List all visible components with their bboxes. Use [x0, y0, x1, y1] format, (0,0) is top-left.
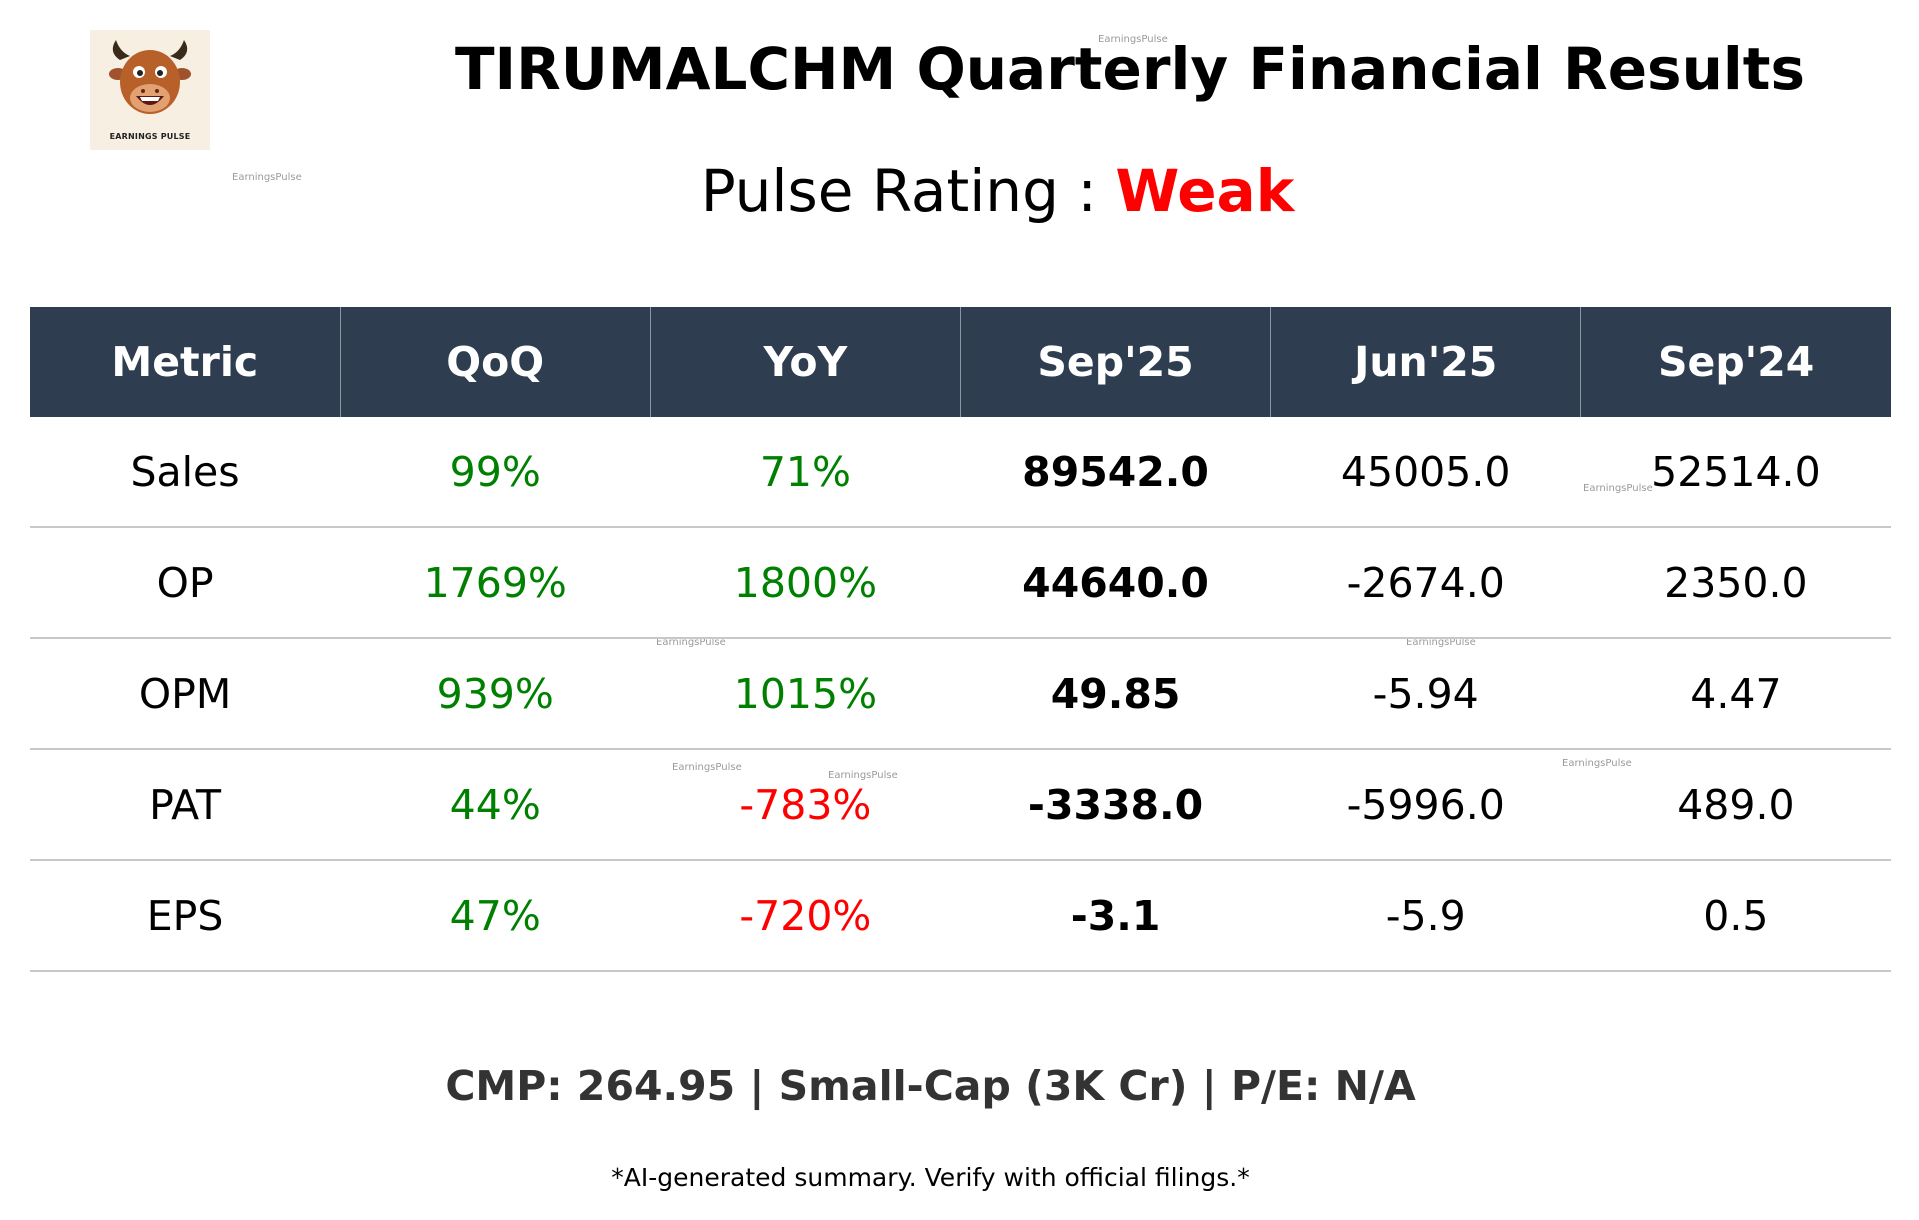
- sep24-cell: 2350.0: [1580, 527, 1891, 639]
- jun25-cell: -2674.0: [1270, 527, 1581, 639]
- rating-value: Weak: [1115, 157, 1295, 225]
- jun25-cell: 45005.0: [1270, 417, 1581, 528]
- table-row: EPS 47% -720% -3.1 -5.9 0.5: [30, 860, 1891, 972]
- jun25-cell: -5.94: [1270, 638, 1581, 750]
- disclaimer: *AI-generated summary. Verify with offic…: [611, 1163, 1250, 1192]
- watermark: EarningsPulse: [1098, 34, 1168, 45]
- jun25-cell: -5.9: [1270, 860, 1581, 972]
- bull-mascot-icon: [109, 40, 191, 114]
- qoq-cell: 99%: [340, 417, 651, 528]
- table-row: PAT 44% -783% -3338.0 -5996.0 489.0: [30, 749, 1891, 861]
- yoy-cell: 71%: [650, 417, 961, 528]
- yoy-cell: 1015%: [650, 638, 961, 750]
- metric-cell: OP: [30, 527, 341, 639]
- logo-text: EARNINGS PULSE: [109, 132, 191, 141]
- yoy-cell: -783%: [650, 749, 961, 861]
- column-header-sep25: Sep'25: [959, 307, 1271, 417]
- column-header-metric: Metric: [30, 307, 341, 417]
- jun25-cell: -5996.0: [1270, 749, 1581, 861]
- sep25-cell: 89542.0: [960, 417, 1271, 528]
- qoq-cell: 44%: [340, 749, 651, 861]
- table-row: OP 1769% 1800% 44640.0 -2674.0 2350.0: [30, 527, 1891, 639]
- column-header-jun25: Jun'25: [1270, 307, 1581, 417]
- pulse-rating: Pulse Rating : Weak: [0, 153, 1919, 229]
- sep24-cell: 0.5: [1580, 860, 1891, 972]
- column-header-yoy: YoY: [649, 307, 961, 417]
- qoq-cell: 1769%: [340, 527, 651, 639]
- qoq-cell: 939%: [340, 638, 651, 750]
- sep25-cell: -3.1: [960, 860, 1271, 972]
- table-header-row: Metric QoQ YoY Sep'25 Jun'25 Sep'24: [30, 307, 1891, 417]
- sep24-cell: 52514.0: [1580, 417, 1891, 528]
- earnings-pulse-logo: EARNINGS PULSE: [90, 30, 210, 150]
- sep25-cell: 49.85: [960, 638, 1271, 750]
- results-table: Metric QoQ YoY Sep'25 Jun'25 Sep'24 Sale…: [30, 307, 1891, 972]
- yoy-cell: -720%: [650, 860, 961, 972]
- metric-cell: Sales: [30, 417, 341, 528]
- yoy-cell: 1800%: [650, 527, 961, 639]
- page-title: TIRUMALCHM Quarterly Financial Results: [454, 35, 1805, 103]
- watermark: EarningsPulse: [232, 172, 302, 183]
- column-header-qoq: QoQ: [339, 307, 651, 417]
- summary-line: CMP: 264.95 | Small-Cap (3K Cr) | P/E: N…: [445, 1062, 1416, 1110]
- table-row: OPM 939% 1015% 49.85 -5.94 4.47: [30, 638, 1891, 750]
- metric-cell: EPS: [30, 860, 341, 972]
- qoq-cell: 47%: [340, 860, 651, 972]
- column-header-sep24: Sep'24: [1580, 307, 1891, 417]
- rating-label: Pulse Rating :: [700, 157, 1116, 225]
- table-row: Sales 99% 71% 89542.0 45005.0 52514.0: [30, 417, 1891, 528]
- sep25-cell: -3338.0: [960, 749, 1271, 861]
- sep25-cell: 44640.0: [960, 527, 1271, 639]
- metric-cell: OPM: [30, 638, 341, 750]
- sep24-cell: 4.47: [1580, 638, 1891, 750]
- metric-cell: PAT: [30, 749, 341, 861]
- sep24-cell: 489.0: [1580, 749, 1891, 861]
